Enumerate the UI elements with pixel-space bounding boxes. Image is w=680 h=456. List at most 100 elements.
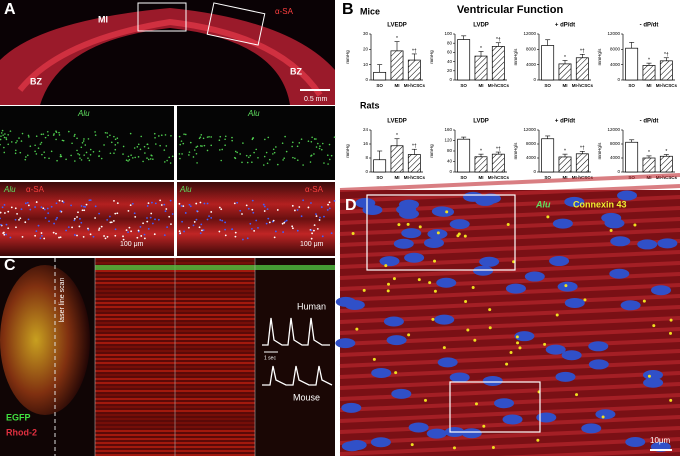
- y-tick-label: 8000: [610, 47, 621, 52]
- x-tick-label: SO: [628, 83, 635, 88]
- dot: [150, 212, 153, 215]
- stripe: [95, 358, 335, 360]
- bar: [541, 138, 555, 173]
- dot: [171, 213, 174, 215]
- dot: [189, 205, 192, 208]
- junction: [509, 350, 513, 354]
- dot: [80, 221, 83, 224]
- x-tick-label: SO: [544, 175, 551, 180]
- y-axis-label: mmHg: [345, 50, 350, 64]
- dot: [210, 211, 213, 213]
- dot: [218, 149, 221, 151]
- y-tick-label: 8: [365, 155, 368, 160]
- nucleus: [620, 300, 641, 311]
- dot: [199, 201, 202, 204]
- trace-label: Mouse: [293, 392, 320, 402]
- nucleus: [371, 367, 392, 378]
- stripe: [95, 274, 335, 276]
- dot: [292, 227, 294, 230]
- dot: [122, 238, 125, 241]
- dot: [52, 134, 55, 136]
- dot: [55, 232, 57, 235]
- dot: [103, 144, 105, 146]
- dot: [58, 131, 60, 134]
- dot: [169, 199, 172, 202]
- nucleus: [609, 268, 630, 279]
- stripe: [95, 354, 335, 356]
- dot: [9, 130, 12, 132]
- dot: [333, 200, 336, 202]
- stripe: [95, 450, 335, 452]
- fiber: [339, 316, 680, 335]
- annotation: *†: [412, 48, 417, 54]
- dot: [100, 225, 103, 228]
- dot: [41, 153, 43, 156]
- bar: [474, 55, 488, 81]
- dot: [180, 140, 183, 142]
- junction: [516, 341, 520, 345]
- dot: [326, 209, 329, 211]
- dot: [122, 235, 124, 238]
- dot: [61, 200, 64, 203]
- stripe: [95, 310, 335, 312]
- dot: [151, 154, 153, 157]
- dot: [296, 209, 299, 211]
- dot: [195, 146, 198, 148]
- dot: [218, 139, 221, 142]
- junction: [506, 222, 510, 226]
- dot: [10, 141, 13, 143]
- y-tick-label: 120: [444, 138, 452, 143]
- dot: [24, 158, 27, 161]
- nucleus: [642, 370, 663, 381]
- dot: [113, 199, 115, 202]
- bar: [457, 138, 471, 173]
- dot: [43, 208, 46, 211]
- signal-dots: [0, 129, 336, 241]
- nucleus: [552, 218, 573, 229]
- dot: [83, 209, 86, 212]
- dot: [310, 229, 313, 232]
- junction: [669, 318, 673, 322]
- dot: [133, 212, 136, 215]
- dot: [78, 225, 81, 228]
- nucleus: [581, 423, 602, 434]
- dot: [169, 162, 172, 164]
- dot: [321, 235, 324, 238]
- dot: [25, 156, 27, 158]
- stripe: [95, 290, 335, 292]
- dot: [100, 157, 103, 160]
- dot: [137, 143, 140, 146]
- dot: [265, 151, 268, 154]
- y-tick-label: 12000: [607, 31, 620, 36]
- trace: [262, 317, 330, 346]
- dot: [218, 230, 221, 233]
- y-tick-label: 8000: [526, 141, 537, 146]
- y-tick-label: 0: [365, 77, 368, 82]
- dot: [109, 152, 112, 155]
- stripe: [95, 386, 335, 388]
- dot: [206, 218, 209, 221]
- dot: [59, 236, 62, 239]
- dot: [109, 215, 111, 218]
- dot: [76, 216, 78, 218]
- dot: [251, 199, 254, 202]
- junction: [406, 222, 410, 226]
- junction: [669, 398, 673, 402]
- stripe: [95, 382, 335, 384]
- nucleus: [379, 256, 400, 267]
- dot: [56, 216, 58, 219]
- x-tick-label: SO: [376, 175, 383, 180]
- dot: [50, 205, 53, 208]
- bar: [390, 145, 404, 173]
- fiber: [339, 371, 680, 390]
- tissue: [0, 8, 335, 105]
- dot: [106, 132, 108, 134]
- y-tick-label: 12000: [523, 127, 536, 132]
- dot: [165, 208, 168, 210]
- annotation: *: [564, 55, 566, 61]
- nucleus: [549, 256, 570, 267]
- nucleus: [625, 437, 646, 448]
- dot: [114, 138, 117, 141]
- trace: [262, 365, 333, 386]
